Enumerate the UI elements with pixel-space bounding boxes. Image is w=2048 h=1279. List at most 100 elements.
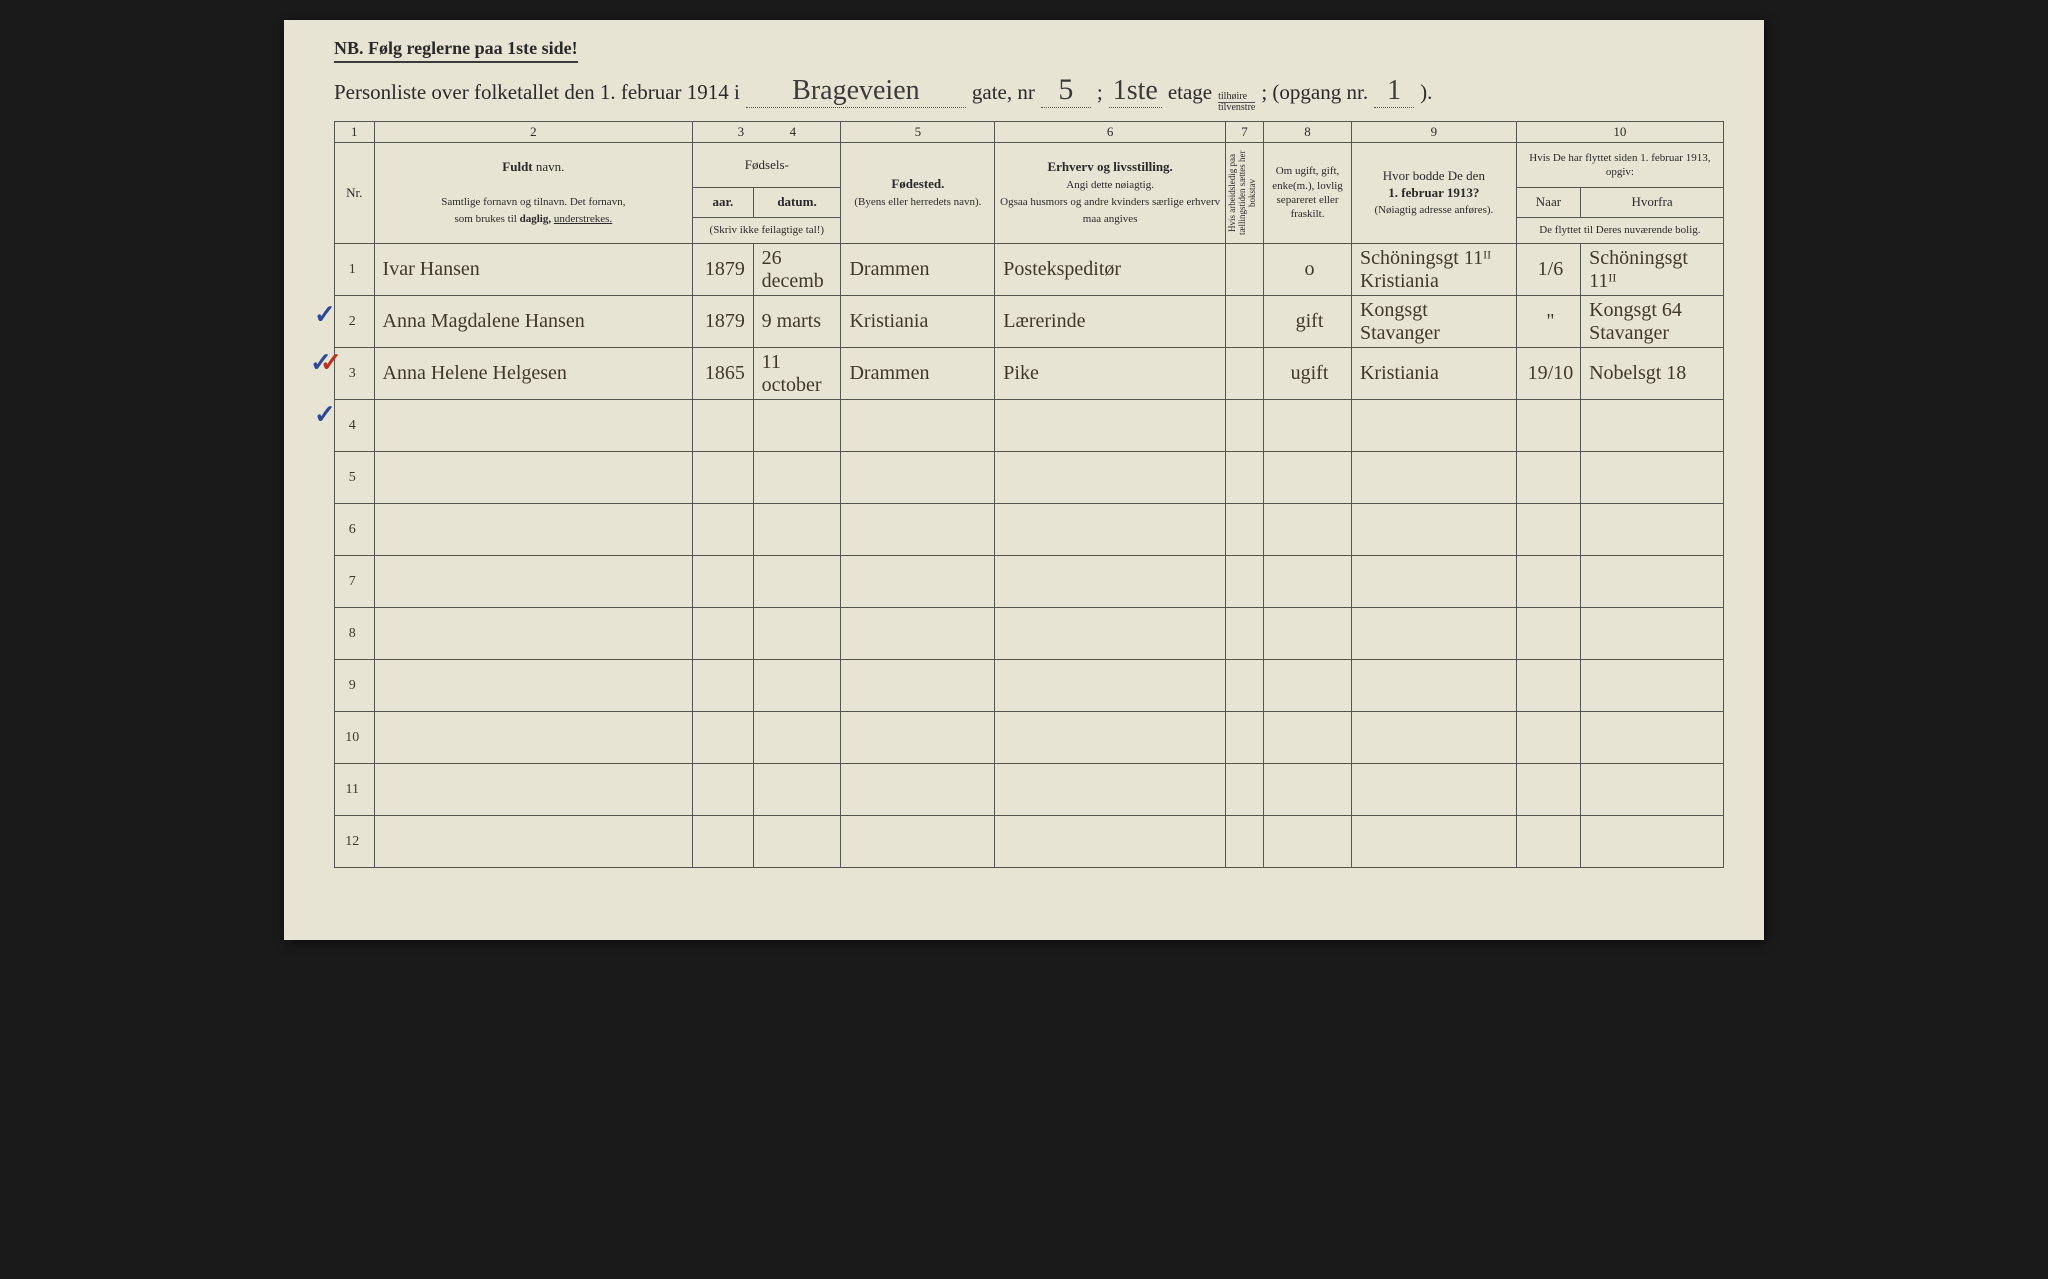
- cell-year: 1865: [693, 348, 753, 400]
- table-row: 12: [335, 816, 1724, 868]
- cell-occupation: [995, 608, 1226, 660]
- cell-date: 11 october: [753, 348, 841, 400]
- census-form-page: ✓ ✓ ✓ ✓ NB. Følg reglerne paa 1ste side!…: [284, 20, 1764, 940]
- hdr-col10-top: Hvis De har flyttet siden 1. februar 191…: [1516, 143, 1723, 188]
- cell-c9: [1351, 712, 1516, 764]
- table-row: 9: [335, 660, 1724, 712]
- cell-hvor: [1581, 504, 1724, 556]
- cell-year: [693, 608, 753, 660]
- stair-number: 1: [1374, 75, 1414, 108]
- hdr-col10-note: De flyttet til Deres nuværende bolig.: [1516, 217, 1723, 243]
- cell-naar: [1516, 504, 1580, 556]
- cell-name: [374, 556, 693, 608]
- hdr-hvor: Hvorfra: [1581, 188, 1724, 218]
- colnum-6: 6: [995, 122, 1226, 143]
- etage-label: etage: [1168, 80, 1212, 105]
- cell-occupation: Lærerinde: [995, 296, 1226, 348]
- hdr-year: aar.: [693, 188, 753, 218]
- cell-date: [753, 400, 841, 452]
- gate-label: gate, nr: [972, 80, 1035, 105]
- cell-c7: [1226, 504, 1264, 556]
- cell-place: Drammen: [841, 348, 995, 400]
- cell-place: [841, 764, 995, 816]
- colnum-7: 7: [1226, 122, 1264, 143]
- cell-c8: o: [1264, 244, 1352, 296]
- cell-occupation: [995, 816, 1226, 868]
- cell-date: [753, 608, 841, 660]
- cell-name: [374, 712, 693, 764]
- cell-nr: 10: [335, 712, 375, 764]
- cell-naar: [1516, 400, 1580, 452]
- cell-naar: [1516, 764, 1580, 816]
- cell-nr: 12: [335, 816, 375, 868]
- cell-occupation: [995, 660, 1226, 712]
- cell-naar: 1/6: [1516, 244, 1580, 296]
- cell-year: [693, 504, 753, 556]
- cell-date: [753, 556, 841, 608]
- cell-place: [841, 712, 995, 764]
- cell-c9: Kongsgt Stavanger: [1351, 296, 1516, 348]
- checkmark-icon: ✓: [320, 348, 342, 378]
- cell-date: [753, 452, 841, 504]
- side-options: tilhøire tilvenstre: [1218, 92, 1255, 113]
- cell-c8: [1264, 712, 1352, 764]
- table-row: 3Anna Helene Helgesen186511 octoberDramm…: [335, 348, 1724, 400]
- cell-naar: [1516, 712, 1580, 764]
- cell-c7: [1226, 400, 1264, 452]
- cell-nr: 1: [335, 244, 375, 296]
- nb-instruction: NB. Følg reglerne paa 1ste side!: [334, 38, 578, 63]
- cell-c9: [1351, 400, 1516, 452]
- house-number: 5: [1041, 73, 1091, 108]
- cell-year: [693, 400, 753, 452]
- cell-occupation: [995, 556, 1226, 608]
- cell-c7: [1226, 712, 1264, 764]
- cell-nr: 4: [335, 400, 375, 452]
- cell-naar: [1516, 816, 1580, 868]
- cell-nr: 8: [335, 608, 375, 660]
- table-row: 4: [335, 400, 1724, 452]
- cell-c9: [1351, 764, 1516, 816]
- cell-place: [841, 660, 995, 712]
- cell-year: [693, 712, 753, 764]
- table-row: 2Anna Magdalene Hansen18799 martsKristia…: [335, 296, 1724, 348]
- cell-place: [841, 452, 995, 504]
- cell-c7: [1226, 556, 1264, 608]
- cell-year: [693, 660, 753, 712]
- cell-name: Anna Helene Helgesen: [374, 348, 693, 400]
- cell-c9: Kristiania: [1351, 348, 1516, 400]
- cell-nr: 7: [335, 556, 375, 608]
- cell-name: [374, 608, 693, 660]
- cell-place: [841, 556, 995, 608]
- cell-place: Drammen: [841, 244, 995, 296]
- cell-c9: [1351, 556, 1516, 608]
- cell-year: [693, 764, 753, 816]
- side-bot: tilvenstre: [1218, 103, 1255, 113]
- cell-place: [841, 608, 995, 660]
- cell-nr: 11: [335, 764, 375, 816]
- cell-c7: [1226, 660, 1264, 712]
- cell-year: [693, 452, 753, 504]
- colnum-5: 5: [841, 122, 995, 143]
- cell-hvor: [1581, 452, 1724, 504]
- table-row: 7: [335, 556, 1724, 608]
- cell-c7: [1226, 244, 1264, 296]
- cell-c8: [1264, 764, 1352, 816]
- cell-name: [374, 764, 693, 816]
- cell-year: 1879: [693, 296, 753, 348]
- colnum-1: 1: [335, 122, 375, 143]
- cell-occupation: [995, 400, 1226, 452]
- hdr-col8: Om ugift, gift, enke(m.), lovlig separer…: [1264, 143, 1352, 244]
- cell-hvor: [1581, 712, 1724, 764]
- hdr-birth: Fødsels-: [693, 143, 841, 188]
- colnum-8: 8: [1264, 122, 1352, 143]
- cell-c8: [1264, 504, 1352, 556]
- colnum-9: 9: [1351, 122, 1516, 143]
- cell-c7: [1226, 296, 1264, 348]
- cell-date: 26 decemb: [753, 244, 841, 296]
- cell-name: [374, 504, 693, 556]
- cell-occupation: Pike: [995, 348, 1226, 400]
- cell-date: 9 marts: [753, 296, 841, 348]
- cell-occupation: [995, 764, 1226, 816]
- cell-c7: [1226, 452, 1264, 504]
- cell-place: [841, 504, 995, 556]
